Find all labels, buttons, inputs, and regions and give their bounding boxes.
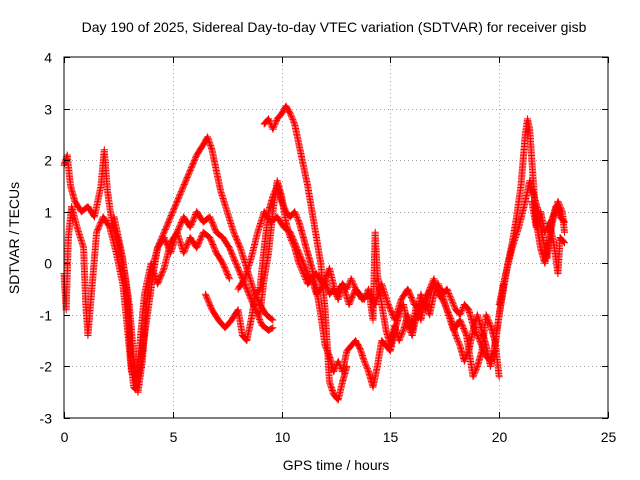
x-tick-label: 25 xyxy=(601,429,617,445)
series-trace-j xyxy=(528,197,568,278)
x-tick-label: 0 xyxy=(61,429,69,445)
x-tick-label: 5 xyxy=(170,429,178,445)
series-trace-a xyxy=(60,133,277,396)
y-tick-label: 0 xyxy=(44,256,52,272)
y-tick-label: 3 xyxy=(44,102,52,118)
chart-title: Day 190 of 2025, Sidereal Day-to-day VTE… xyxy=(82,19,587,35)
series-markers xyxy=(260,102,351,404)
plot-frame xyxy=(63,56,609,419)
x-tick-label: 10 xyxy=(275,429,291,445)
axis-ticks: 0 5 10 15 20 25 -3 -2 -1 0 1 2 3 4 xyxy=(40,50,617,446)
y-tick-label: 4 xyxy=(44,50,52,66)
series-markers xyxy=(256,177,499,365)
data-points xyxy=(60,102,568,404)
y-tick-label: -1 xyxy=(40,308,53,324)
series-trace-b xyxy=(60,203,277,386)
y-tick-label: 1 xyxy=(44,205,52,221)
series-trace-h xyxy=(491,115,568,350)
series-markers xyxy=(495,177,568,308)
y-tick-label: -3 xyxy=(40,411,53,427)
series-trace-c xyxy=(110,213,233,394)
y-axis-label: SDTVAR / TECUs xyxy=(6,182,22,294)
series-trace-e xyxy=(260,102,351,404)
series-markers xyxy=(60,133,277,396)
series-trace-g xyxy=(256,177,499,365)
series-markers xyxy=(491,115,568,350)
x-axis-label: GPS time / hours xyxy=(283,457,390,473)
x-tick-label: 15 xyxy=(383,429,399,445)
y-tick-label: -2 xyxy=(40,359,53,375)
x-tick-label: 20 xyxy=(492,429,508,445)
series-markers xyxy=(60,203,277,386)
series-trace-i xyxy=(495,177,568,308)
series-markers xyxy=(528,197,568,278)
y-tick-label: 2 xyxy=(44,153,52,169)
series-markers xyxy=(110,213,233,394)
